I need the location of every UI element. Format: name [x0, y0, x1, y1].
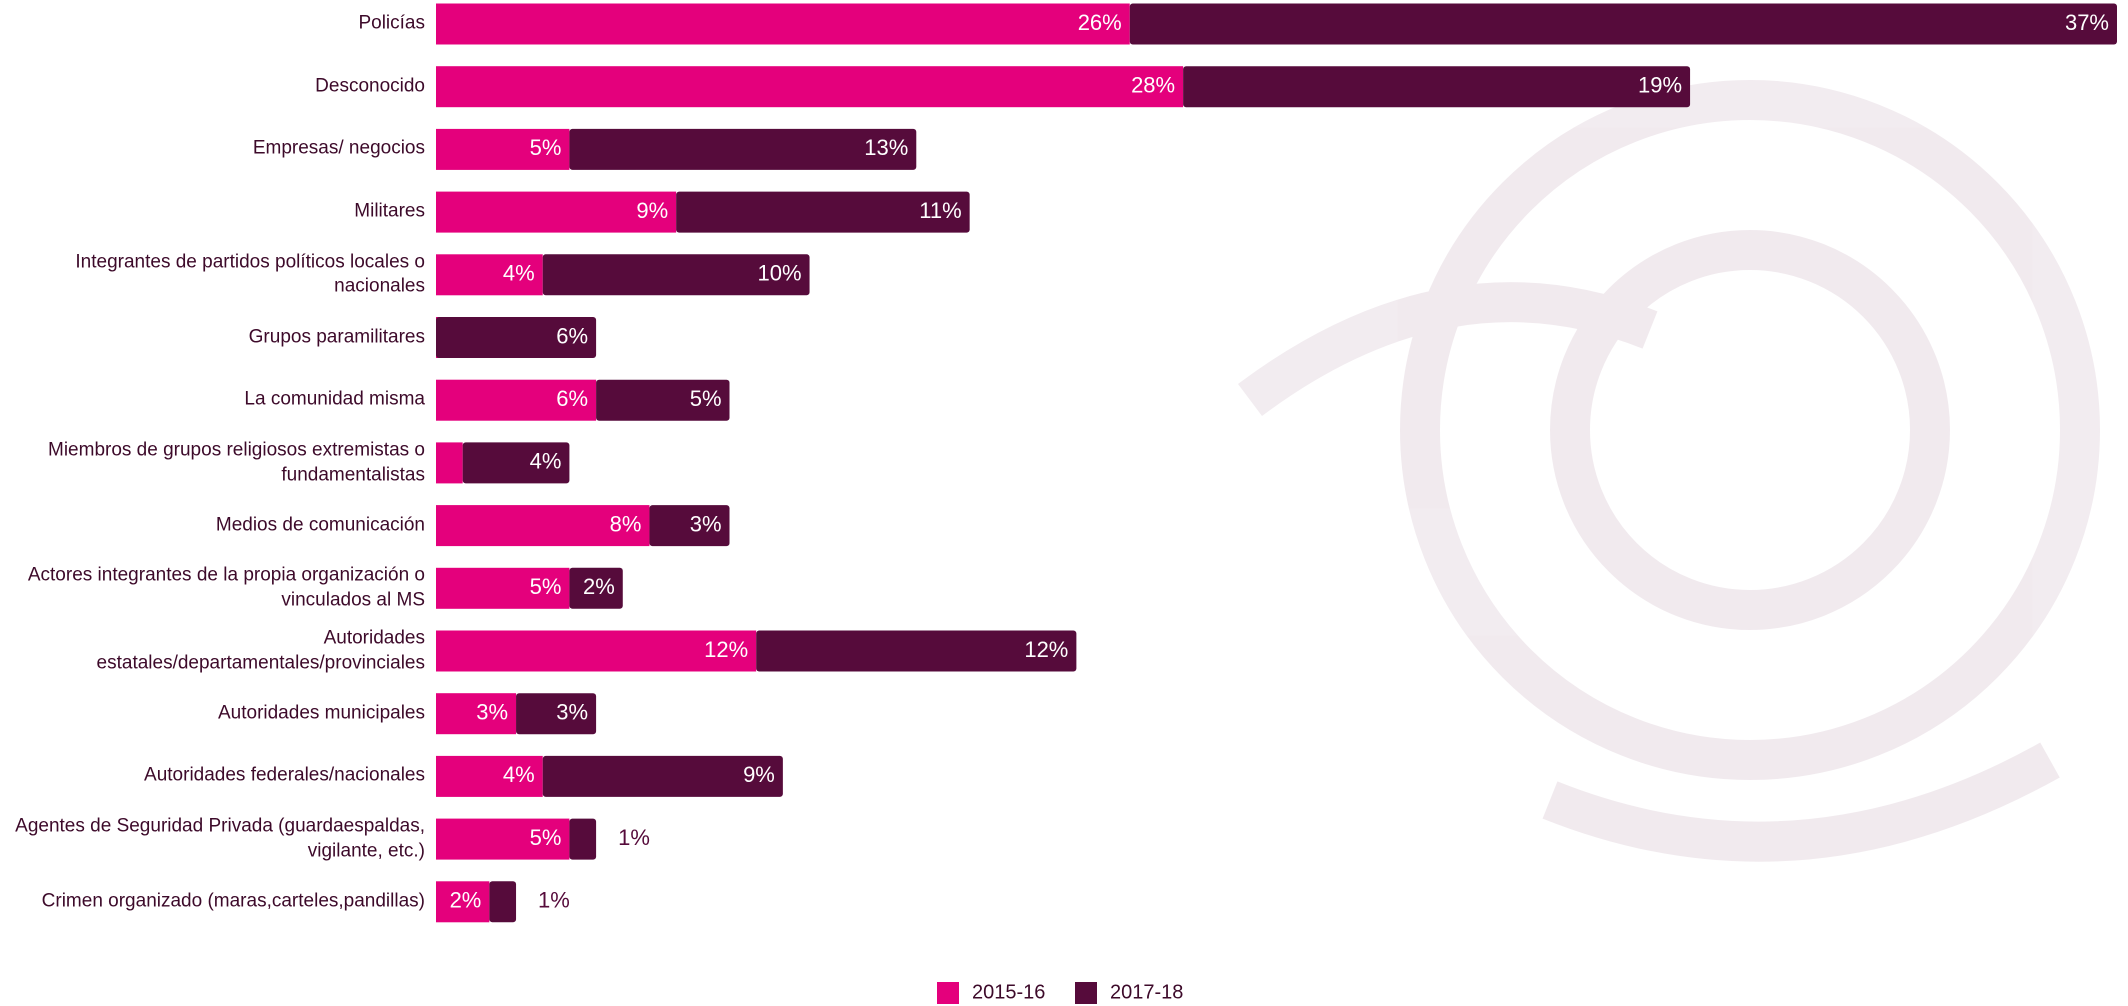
value-label: 1%: [538, 888, 570, 913]
value-label: 11%: [919, 198, 961, 223]
bar-segment: [436, 442, 463, 484]
bar-segment: [649, 505, 730, 547]
bar-segment: [436, 66, 1184, 108]
value-label: 12%: [1024, 637, 1068, 662]
bar-segment: [436, 755, 543, 797]
category-label: Autoridades municipales: [217, 702, 425, 724]
value-label: 3%: [476, 700, 508, 725]
category-label: Desconocido: [315, 75, 425, 97]
bar-segment: [436, 254, 543, 296]
bar-segment: [436, 3, 1130, 45]
value-label: 6%: [556, 386, 588, 411]
value-label: 19%: [1638, 73, 1682, 98]
bar-segment: [542, 254, 810, 296]
bar-segment: [1183, 66, 1691, 108]
bar-segment: [436, 567, 570, 609]
bar-segment: [436, 317, 597, 358]
bar-segment: [436, 693, 517, 735]
category-label: Grupos paramilitares: [248, 326, 425, 348]
category-label: La comunidad misma: [244, 388, 425, 410]
value-label: 9%: [636, 198, 668, 223]
bar-segment: [436, 505, 650, 547]
value-label: 4%: [530, 449, 562, 474]
value-label: 2%: [450, 888, 482, 913]
bar-segment: [436, 128, 570, 170]
bar-segment: [569, 567, 623, 609]
value-label: 3%: [690, 511, 722, 536]
bar-segment: [436, 630, 757, 672]
legend-label: 2015-16: [972, 981, 1045, 1003]
bar-segment: [436, 379, 597, 421]
value-label: 26%: [1078, 10, 1122, 35]
value-label: 9%: [743, 762, 775, 787]
value-label: 13%: [864, 135, 908, 160]
category-label: Autoridades federales/nacionales: [144, 765, 425, 787]
value-label: 28%: [1131, 73, 1175, 98]
category-label: Miembros de grupos religiosos extremista…: [48, 439, 425, 485]
bar-segment: [516, 693, 597, 735]
bar-segment: [569, 128, 917, 170]
category-label: Militares: [354, 200, 425, 222]
legend-swatch: [937, 982, 959, 1004]
bar-segment: [569, 818, 597, 860]
legend-swatch: [1075, 982, 1097, 1004]
value-label: 2%: [583, 574, 615, 599]
category-label: Integrantes de partidos políticos locale…: [75, 251, 425, 297]
value-label: 1%: [618, 825, 650, 850]
bar-segment: [436, 881, 490, 923]
bar-segment: [489, 881, 517, 923]
value-label: 5%: [530, 825, 562, 850]
bar-segment: [596, 379, 730, 421]
value-label: 5%: [690, 386, 722, 411]
watermark: [1238, 80, 2100, 862]
value-label: 5%: [530, 135, 562, 160]
value-label: 10%: [758, 261, 802, 286]
bar-segment: [462, 442, 570, 484]
value-label: 12%: [704, 637, 748, 662]
bar-segment: [436, 191, 677, 233]
legend-label: 2017-18: [1110, 981, 1183, 1003]
bar-segment: [756, 630, 1077, 672]
category-label: Actores integrantes de la propia organiz…: [27, 564, 425, 611]
value-label: 6%: [556, 323, 588, 348]
value-label: 8%: [610, 511, 642, 536]
bar-segment: [542, 755, 783, 797]
category-label: Policías: [358, 12, 425, 34]
value-label: 5%: [530, 574, 562, 599]
bar-segment: [1129, 3, 2117, 45]
category-label: Crimen organizado (maras,carteles,pandil…: [41, 890, 425, 912]
value-label: 4%: [503, 261, 535, 286]
bar-segment: [676, 191, 970, 233]
category-label: Medios de comunicación: [215, 514, 425, 536]
value-label: 3%: [556, 700, 588, 725]
category-label: Autoridades estatales/departamentales/pr…: [96, 627, 425, 673]
value-label: 37%: [2065, 10, 2109, 35]
category-label: Empresas/ negocios: [252, 138, 425, 160]
bar-segment: [436, 818, 570, 860]
value-label: 4%: [503, 762, 535, 787]
category-label: Agentes de Seguridad Privada (guardaespa…: [15, 815, 425, 862]
